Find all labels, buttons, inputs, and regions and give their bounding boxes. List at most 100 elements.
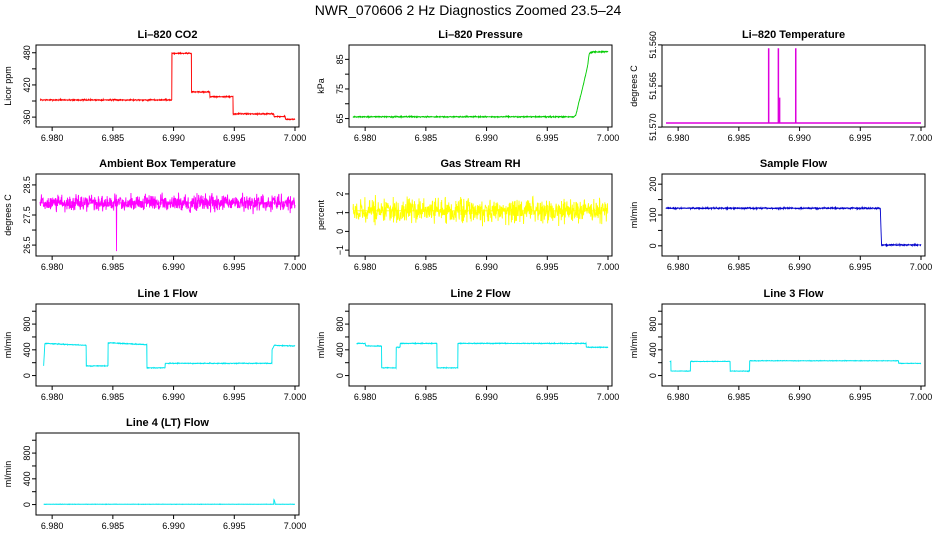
panel-title: Line 3 Flow xyxy=(764,288,824,300)
panel-2: Li–820 Pressure 6.980 6.985 6.990 6.995 7.000… xyxy=(316,29,619,143)
y-axis-label: ml/min xyxy=(316,332,326,359)
y-axis-label: Licor ppm xyxy=(3,66,13,106)
y-tick-label: 75 xyxy=(335,84,345,94)
y-tick-label: 400 xyxy=(648,342,658,357)
panel-title: Gas Stream RH xyxy=(440,158,520,170)
panel-6: Sample Flow 6.980 6.985 6.990 6.995 7.000 0 100… xyxy=(629,158,932,272)
series-line xyxy=(356,341,609,370)
series-line xyxy=(666,48,921,124)
x-tick-label: 6.990 xyxy=(475,262,498,272)
series-line xyxy=(669,359,922,373)
panel-5: Gas Stream RH 6.980 6.985 6.990 6.995 7.000 −1… xyxy=(316,158,619,272)
y-tick-label: 26.5 xyxy=(22,236,32,254)
panel-title: Ambient Box Temperature xyxy=(99,158,236,170)
x-tick-label: 6.990 xyxy=(788,133,811,143)
x-tick-label: 6.985 xyxy=(415,262,438,272)
y-tick-label: 2 xyxy=(335,191,345,196)
y-tick-label: 27.5 xyxy=(22,206,32,224)
x-tick-label: 7.000 xyxy=(284,521,307,531)
plot-frame xyxy=(661,44,926,128)
plot-frame xyxy=(661,173,926,257)
x-tick-label: 7.000 xyxy=(910,133,933,143)
x-tick-label: 6.995 xyxy=(536,133,559,143)
panel-10: Line 4 (LT) Flow 6.980 6.985 6.990 6.995 7.00… xyxy=(3,417,306,531)
x-tick-label: 6.985 xyxy=(728,133,751,143)
y-tick-label: 0 xyxy=(22,502,32,507)
y-tick-label: 800 xyxy=(335,317,345,332)
x-tick-label: 6.990 xyxy=(788,262,811,272)
y-tick-label: 800 xyxy=(22,317,32,332)
y-tick-label: 0 xyxy=(648,243,658,248)
series-line xyxy=(39,51,296,121)
y-tick-label: 0 xyxy=(648,373,658,378)
y-tick-label: 800 xyxy=(22,446,32,461)
x-tick-label: 7.000 xyxy=(597,392,620,402)
x-tick-label: 6.995 xyxy=(536,262,559,272)
y-axis-label: degrees C xyxy=(629,65,639,107)
y-tick-label: 360 xyxy=(22,110,32,125)
x-tick-label: 6.995 xyxy=(223,392,246,402)
plot-frame xyxy=(35,44,300,128)
x-tick-label: 6.985 xyxy=(102,133,125,143)
y-tick-label: 85 xyxy=(335,54,345,64)
x-tick-label: 6.995 xyxy=(223,262,246,272)
x-tick-label: 6.985 xyxy=(102,392,125,402)
series-line xyxy=(39,192,296,252)
y-axis-label: percent xyxy=(316,199,326,230)
x-tick-label: 6.995 xyxy=(849,133,872,143)
panel-1: Li–820 CO2 6.980 6.985 6.990 6.995 7.000 360 42… xyxy=(3,29,306,143)
figure-title: NWR_070606 2 Hz Diagnostics Zoomed 23.5–… xyxy=(315,2,622,18)
panel-8: Line 2 Flow 6.980 6.985 6.990 6.995 7.000 0 400… xyxy=(316,288,619,402)
y-tick-label: 400 xyxy=(335,342,345,357)
plot-frame xyxy=(35,303,300,387)
y-axis-label: ml/min xyxy=(3,332,13,359)
y-tick-label: 1 xyxy=(335,210,345,215)
x-tick-label: 6.980 xyxy=(41,262,64,272)
y-axis-label: ml/min xyxy=(3,461,13,488)
series-line xyxy=(352,49,609,119)
x-tick-label: 6.980 xyxy=(667,392,690,402)
panel-title: Sample Flow xyxy=(760,158,828,170)
panel-title: Li–820 CO2 xyxy=(138,29,198,41)
x-tick-label: 6.995 xyxy=(223,521,246,531)
x-tick-label: 6.990 xyxy=(475,392,498,402)
y-axis-label: ml/min xyxy=(629,332,639,359)
x-tick-label: 7.000 xyxy=(597,262,620,272)
x-tick-label: 6.980 xyxy=(354,133,377,143)
x-tick-label: 6.990 xyxy=(788,392,811,402)
x-tick-label: 6.990 xyxy=(162,521,185,531)
x-tick-label: 6.980 xyxy=(667,262,690,272)
panel-9: Line 3 Flow 6.980 6.985 6.990 6.995 7.000 0 400… xyxy=(629,288,932,402)
plot-frame xyxy=(35,432,300,516)
x-tick-label: 6.985 xyxy=(415,133,438,143)
y-tick-label: 400 xyxy=(22,342,32,357)
panel-title: Line 1 Flow xyxy=(138,288,198,300)
x-tick-label: 6.985 xyxy=(728,392,751,402)
x-tick-label: 6.995 xyxy=(849,262,872,272)
x-tick-label: 6.985 xyxy=(102,521,125,531)
y-tick-label: 0 xyxy=(335,229,345,234)
y-tick-label: 400 xyxy=(22,471,32,486)
x-tick-label: 6.985 xyxy=(102,262,125,272)
series-line xyxy=(43,498,296,506)
x-tick-label: 6.995 xyxy=(849,392,872,402)
y-tick-label: 100 xyxy=(648,207,658,222)
plot-frame xyxy=(661,303,926,387)
x-tick-label: 6.995 xyxy=(536,392,559,402)
x-tick-label: 6.980 xyxy=(41,392,64,402)
x-tick-label: 6.980 xyxy=(354,262,377,272)
x-tick-label: 6.985 xyxy=(415,392,438,402)
y-tick-label: 28.5 xyxy=(22,176,32,194)
x-tick-label: 7.000 xyxy=(284,262,307,272)
y-tick-label: 51.560 xyxy=(648,31,658,59)
x-tick-label: 6.990 xyxy=(162,133,185,143)
panel-title: Line 4 (LT) Flow xyxy=(126,417,209,429)
y-tick-label: 420 xyxy=(22,77,32,92)
x-tick-label: 6.980 xyxy=(41,521,64,531)
x-tick-label: 7.000 xyxy=(284,133,307,143)
x-tick-label: 7.000 xyxy=(284,392,307,402)
panel-title: Li–820 Pressure xyxy=(438,29,522,41)
y-axis-label: ml/min xyxy=(629,202,639,229)
plot-frame xyxy=(348,303,613,387)
y-tick-label: −1 xyxy=(335,245,345,255)
